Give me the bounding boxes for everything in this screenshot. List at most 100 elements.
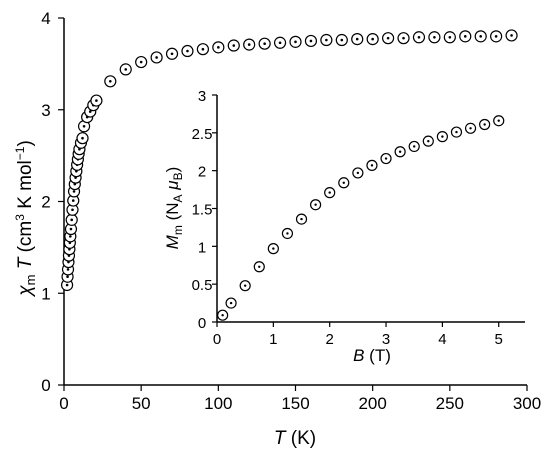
inset-data-point [464,122,477,134]
inset-data-point [267,243,279,255]
y-title-chi-sub: m [23,275,38,286]
inset-y-title-mu-sub: B [171,172,185,180]
inset-x-tick-label: 3 [382,331,390,348]
main-data-point [335,33,348,47]
inset-data-point [295,213,308,225]
inset-data-point [253,261,265,273]
main-data-point [443,31,456,44]
main-data-point [351,33,364,46]
main-y-tick-label: 1 [41,284,50,303]
inset-y-axis-title: Mm (NA μB) [163,167,185,250]
inset-axes: 0 1 2 3 4 5 0 0.5 1 1.5 2 2.5 3 [192,88,525,348]
main-markers [60,29,518,292]
main-data-point [428,31,441,44]
main-data-point [382,32,395,45]
inset-data-point [352,167,364,179]
inset-y-tick-label: 2 [198,164,206,181]
main-y-tick-label: 2 [41,193,50,212]
inset-y-title-close: ) [163,167,182,173]
inset-y-tick-label: 0.5 [192,277,213,294]
inset-data-point [324,187,336,199]
main-data-point [320,33,333,47]
inset-y-title-mu: μ [163,180,182,191]
main-data-point [243,38,256,51]
main-x-tick-label: 50 [132,394,151,413]
main-y-axis-title: χm T (cm3 K mol−1) [13,140,38,298]
inset-data-point [281,227,294,240]
y-title-T: T [15,256,36,269]
main-data-point [304,34,318,48]
inset-data-point [394,146,406,158]
main-data-point [366,33,379,46]
main-data-point [90,94,103,107]
inset-y-tick-label: 0 [198,315,206,332]
inset-data-point [239,280,251,292]
inset-y-title-M-sub: m [171,225,185,235]
inset-x-title-unit: (T) [369,346,391,365]
inset-x-tick-label: 2 [326,331,334,348]
main-data-point [181,44,194,58]
main-data-point [273,36,287,49]
inset-x-axis-title: B (T) [353,346,391,365]
main-x-axis-title: T (K) [274,428,316,449]
main-data-point [227,39,240,52]
inset-data-point [479,118,491,131]
main-x-tick-label: 150 [281,394,309,413]
inset-y-tick-label: 2.5 [192,126,213,143]
main-data-point [66,203,79,216]
main-data-point [76,132,89,145]
inset-data-point [310,199,322,211]
inset-data-point [366,159,378,171]
y-title-unit-sup: 3 [13,214,27,221]
main-data-point [490,30,503,43]
inset-data-point [380,152,392,165]
main-data-point [104,75,117,88]
main-data-point [505,29,518,42]
main-data-point [258,37,271,50]
main-y-tick-label: 4 [41,9,50,28]
inset-x-tick-label: 5 [495,331,503,348]
x-title-unit: (K) [291,428,316,449]
inset-data-point [338,177,350,189]
main-data-point [212,41,225,54]
main-data-point [459,30,472,43]
inset-y-title-M: M [163,234,182,249]
inset-x-tick-label: 1 [269,331,277,348]
main-x-tick-label: 200 [358,394,386,413]
main-data-point [135,55,148,69]
inset-data-point [493,115,505,127]
main-x-tick-label: 250 [436,394,464,413]
inset-x-title-main: B [353,346,364,365]
inset-x-tick-label: 0 [213,331,221,348]
main-y-tick-label: 0 [41,376,50,395]
y-title-unit-end: ) [15,140,36,146]
inset-y-tick-label: 3 [198,88,206,105]
x-title-main: T [274,428,287,449]
inset-y-tick-label: 1.5 [192,202,213,219]
main-data-point [65,213,78,226]
inset-y-title-N-sub: A [171,194,185,202]
y-title-chi: χ [15,285,36,298]
inset-y-tick-label: 1 [198,239,206,256]
main-data-point [150,51,163,64]
main-data-point [196,43,209,56]
inset-y-title-open: (N [163,202,182,220]
inset-x-tick-label: 4 [438,331,446,348]
main-data-point [289,35,302,48]
inset-data-point [225,297,237,309]
main-data-point [165,47,179,60]
inset-data-point [450,126,463,138]
main-data-point [397,32,410,45]
main-x-tick-label: 0 [59,394,68,413]
y-title-unit-mid: K mol [15,160,36,214]
main-y-tick-label: 3 [41,101,50,120]
main-data-point [412,31,426,44]
y-title-unit-sup2: −1 [13,146,27,160]
main-data-point [119,63,132,76]
inset-data-point [408,140,420,153]
inset-data-point [422,135,434,147]
inset-markers [217,115,505,321]
